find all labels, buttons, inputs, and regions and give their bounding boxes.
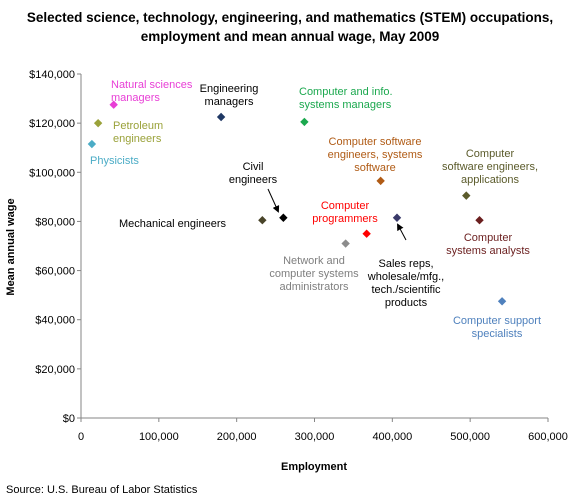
scatter-point xyxy=(392,213,402,222)
point-label: Civil xyxy=(243,161,264,173)
point-label: managers xyxy=(205,96,254,108)
scatter-point xyxy=(341,239,350,248)
point-label: Network and xyxy=(283,255,345,267)
point-label: Petroleum xyxy=(113,120,163,132)
point-label: systems managers xyxy=(299,99,392,111)
point-label: Computer support xyxy=(453,315,541,327)
point-label: systems analysts xyxy=(446,245,530,257)
point-label: engineers xyxy=(229,174,278,186)
x-tick-label: 600,000 xyxy=(528,431,568,443)
scatter-point xyxy=(376,176,385,186)
scatter-point xyxy=(216,112,226,122)
scatter-point xyxy=(475,216,484,225)
x-axis-title: Employment xyxy=(281,461,347,473)
point-label: Computer software xyxy=(329,136,422,148)
x-axis-ticks: 0 100,000 200,000 300,000 400,000 500,000 600,… xyxy=(78,418,568,443)
y-tick-label: $140,000 xyxy=(29,69,75,81)
y-tick-label: $40,000 xyxy=(35,315,75,327)
y-tick-label: $20,000 xyxy=(35,364,75,376)
point-label: tech./scientific xyxy=(371,284,441,296)
scatter-point xyxy=(362,229,371,238)
y-axis-ticks: $0 $20,000 $40,000 $60,000 $80,000 $100,000 $1… xyxy=(29,69,81,425)
y-axis-title: Mean annual wage xyxy=(5,198,17,295)
x-tick-label: 400,000 xyxy=(372,431,412,443)
data-points xyxy=(87,100,507,306)
point-label: Mechanical engineers xyxy=(119,218,227,230)
sales-reps-arrow xyxy=(397,223,407,241)
point-label: engineers, systems xyxy=(328,149,423,161)
point-label: administrators xyxy=(279,281,349,293)
scatter-point xyxy=(93,118,103,128)
point-label: engineers xyxy=(113,133,162,145)
point-label: products xyxy=(385,297,428,309)
point-label: software xyxy=(354,162,396,174)
point-label: Sales reps, xyxy=(378,258,433,270)
y-tick-label: $100,000 xyxy=(29,167,75,179)
point-label: applications xyxy=(461,174,520,186)
scatter-point xyxy=(258,216,267,225)
point-label: Computer xyxy=(464,232,513,244)
point-label: computer systems xyxy=(269,268,359,280)
x-tick-label: 300,000 xyxy=(295,431,335,443)
annotation-arrows xyxy=(267,188,407,241)
chart-title-line-1: Selected science, technology, engineerin… xyxy=(27,10,553,25)
x-tick-label: 0 xyxy=(78,431,84,443)
scatter-point xyxy=(497,297,507,306)
y-tick-label: $80,000 xyxy=(35,216,75,228)
point-label: Physicists xyxy=(90,155,139,167)
scatter-point xyxy=(462,191,471,200)
point-label: wholesale/mfg., xyxy=(367,271,444,283)
scatter-point xyxy=(109,100,118,109)
point-label: Computer xyxy=(466,148,515,160)
point-label: Engineering xyxy=(200,83,259,95)
x-tick-label: 500,000 xyxy=(450,431,490,443)
point-label: Natural sciences xyxy=(111,79,193,91)
point-label: software engineers, xyxy=(442,161,538,173)
y-tick-label: $0 xyxy=(63,413,75,425)
point-label: Computer xyxy=(321,200,370,212)
scatter-point xyxy=(279,213,288,222)
scatter-point xyxy=(300,117,309,127)
y-tick-label: $120,000 xyxy=(29,118,75,130)
scatter-point xyxy=(87,139,97,149)
chart-title-line-2: employment and mean annual wage, May 200… xyxy=(141,29,440,44)
y-tick-label: $60,000 xyxy=(35,266,75,278)
point-label: programmers xyxy=(312,213,378,225)
point-label: managers xyxy=(111,92,160,104)
point-label: Computer and info. xyxy=(299,86,393,98)
x-tick-label: 200,000 xyxy=(217,431,257,443)
x-tick-label: 100,000 xyxy=(139,431,179,443)
civil-engineers-arrow xyxy=(267,188,280,213)
source-note: Source: U.S. Bureau of Labor Statistics xyxy=(6,484,198,496)
point-label: specialists xyxy=(472,328,523,340)
